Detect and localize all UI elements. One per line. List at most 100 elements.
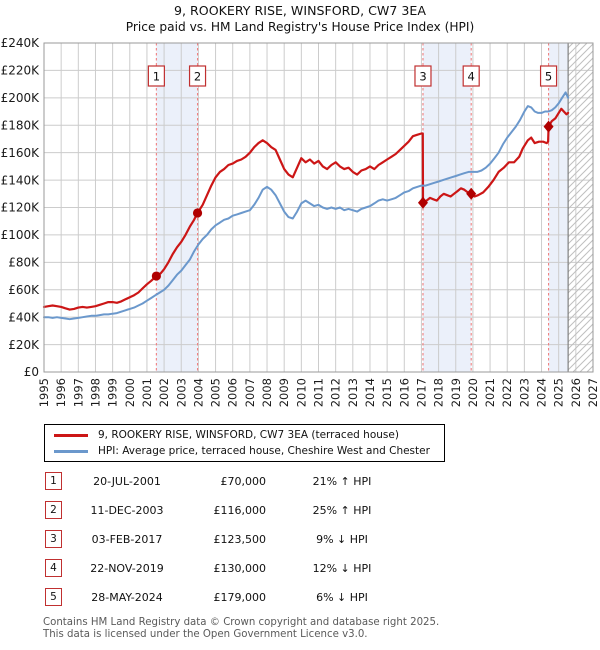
svg-text:2027: 2027 (586, 378, 600, 407)
svg-text:2005: 2005 (209, 378, 223, 407)
sale-row-3: 3 03-FEB-2017 £123,500 9% ↓ HPI (0, 526, 600, 555)
svg-text:1998: 1998 (88, 378, 102, 407)
svg-text:2017: 2017 (414, 378, 428, 407)
svg-text:2000: 2000 (123, 378, 137, 407)
sale-date: 28-MAY-2024 (91, 591, 163, 604)
property-price-line (42, 107, 570, 311)
svg-text:2008: 2008 (260, 378, 274, 407)
sale-row-4: 4 22-NOV-2019 £130,000 12% ↓ HPI (0, 555, 600, 584)
sale-number-badge: 3 (45, 530, 62, 548)
svg-text:£60K: £60K (8, 283, 40, 297)
svg-text:£40K: £40K (8, 310, 40, 324)
svg-text:3: 3 (419, 70, 426, 84)
sale-date: 03-FEB-2017 (91, 533, 163, 546)
sale-date: 11-DEC-2003 (90, 504, 164, 517)
svg-text:£20K: £20K (8, 338, 40, 352)
svg-text:4: 4 (468, 70, 475, 84)
svg-text:1997: 1997 (71, 378, 85, 407)
sale-hpi-delta: 25% ↑ HPI (312, 504, 372, 517)
sale-number-badge: 5 (45, 588, 62, 606)
svg-text:£0: £0 (24, 365, 39, 379)
sale-hpi-delta: 9% ↓ HPI (316, 533, 368, 546)
y-axis-labels: £0 £20K £40K £60K £80K £100K £120K £140K £160K £1… (1, 36, 41, 379)
svg-text:£140K: £140K (1, 173, 41, 187)
svg-text:1996: 1996 (54, 378, 68, 407)
svg-text:2002: 2002 (157, 378, 171, 407)
price-history-chart: 1 2 3 4 5 £0 £20K £40K £60K £80K £100K £120K £140K £1… (1, 36, 600, 407)
x-axis-labels: 1995 1996 1997 1998 1999 2000 2001 2002 2003 2004… (37, 378, 600, 407)
svg-text:2010: 2010 (294, 378, 308, 407)
svg-text:2019: 2019 (449, 378, 463, 407)
svg-text:£80K: £80K (8, 256, 40, 270)
sale-price: £116,000 (213, 504, 267, 517)
svg-text:2013: 2013 (346, 378, 360, 407)
gridlines (43, 42, 594, 372)
legend-label-hpi: HPI: Average price, terraced house, Ches… (98, 445, 430, 457)
svg-text:2022: 2022 (500, 378, 514, 407)
sale-number-badge: 2 (45, 501, 62, 519)
svg-text:5: 5 (545, 70, 552, 84)
svg-text:£240K: £240K (1, 36, 41, 50)
svg-text:£100K: £100K (1, 228, 41, 242)
sale-hpi-delta: 6% ↓ HPI (316, 591, 368, 604)
chart-legend: 9, ROOKERY RISE, WINSFORD, CW7 3EA (terr… (44, 424, 445, 462)
license-note: Contains HM Land Registry data © Crown c… (43, 617, 439, 640)
svg-text:£160K: £160K (1, 146, 41, 160)
svg-text:2015: 2015 (380, 378, 394, 407)
svg-text:2018: 2018 (432, 378, 446, 407)
sale-point-1 (151, 271, 161, 281)
sale-point-2 (192, 208, 203, 218)
page-subtitle: Price paid vs. HM Land Registry's House … (125, 20, 475, 34)
sale-point-5 (543, 120, 554, 133)
license-line-1: Contains HM Land Registry data © Crown c… (43, 617, 440, 628)
svg-text:2012: 2012 (329, 378, 343, 407)
svg-text:2026: 2026 (569, 378, 583, 407)
sale-hpi-delta: 21% ↑ HPI (312, 475, 372, 488)
svg-text:£220K: £220K (1, 64, 41, 78)
sale-price: £179,000 (213, 591, 267, 604)
svg-text:2: 2 (194, 70, 201, 84)
sale-price: £70,000 (220, 475, 267, 488)
sale-date: 20-JUL-2001 (93, 475, 161, 488)
svg-text:2024: 2024 (535, 378, 549, 407)
sale-row-1: 1 20-JUL-2001 £70,000 21% ↑ HPI (0, 468, 600, 497)
plot-border (43, 42, 594, 373)
sale-flag-4: 4 (462, 65, 480, 87)
svg-text:2016: 2016 (397, 378, 411, 407)
svg-text:2025: 2025 (552, 378, 566, 407)
sale-flag-3: 3 (414, 65, 432, 87)
svg-text:2009: 2009 (277, 378, 291, 407)
hpi-line (43, 91, 570, 321)
svg-text:2021: 2021 (483, 378, 497, 407)
svg-text:2023: 2023 (517, 378, 531, 407)
sale-point-3 (417, 196, 428, 209)
sale-number-badge: 4 (45, 559, 62, 577)
hpi-line-swatch (54, 449, 88, 453)
property-line-swatch (54, 433, 88, 437)
legend-label-property: 9, ROOKERY RISE, WINSFORD, CW7 3EA (terr… (98, 429, 399, 441)
svg-text:1: 1 (153, 70, 160, 84)
svg-text:2004: 2004 (191, 378, 205, 407)
sale-price: £130,000 (213, 562, 267, 575)
svg-text:2001: 2001 (140, 378, 154, 407)
sale-row-2: 2 11-DEC-2003 £116,000 25% ↑ HPI (0, 497, 600, 526)
svg-text:2020: 2020 (466, 378, 480, 407)
license-line-2: This data is licensed under the Open Gov… (43, 628, 368, 640)
sale-number-badge: 1 (45, 472, 62, 490)
sale-row-5: 5 28-MAY-2024 £179,000 6% ↓ HPI (0, 584, 600, 613)
svg-text:2007: 2007 (243, 378, 257, 407)
svg-text:£200K: £200K (1, 91, 41, 105)
sale-point-4 (466, 187, 477, 200)
future-hatch-area (568, 43, 593, 372)
svg-text:£180K: £180K (1, 118, 41, 132)
sale-date: 22-NOV-2019 (90, 562, 164, 575)
legend-item-hpi: HPI: Average price, terraced house, Ches… (45, 443, 444, 459)
sale-hpi-delta: 12% ↓ HPI (312, 562, 372, 575)
svg-text:2011: 2011 (312, 378, 326, 407)
sale-flag-2: 2 (188, 65, 207, 87)
svg-text:2014: 2014 (363, 378, 377, 407)
svg-text:£120K: £120K (1, 201, 41, 215)
legend-item-property: 9, ROOKERY RISE, WINSFORD, CW7 3EA (terr… (45, 427, 444, 443)
sale-flag-5: 5 (539, 65, 558, 87)
